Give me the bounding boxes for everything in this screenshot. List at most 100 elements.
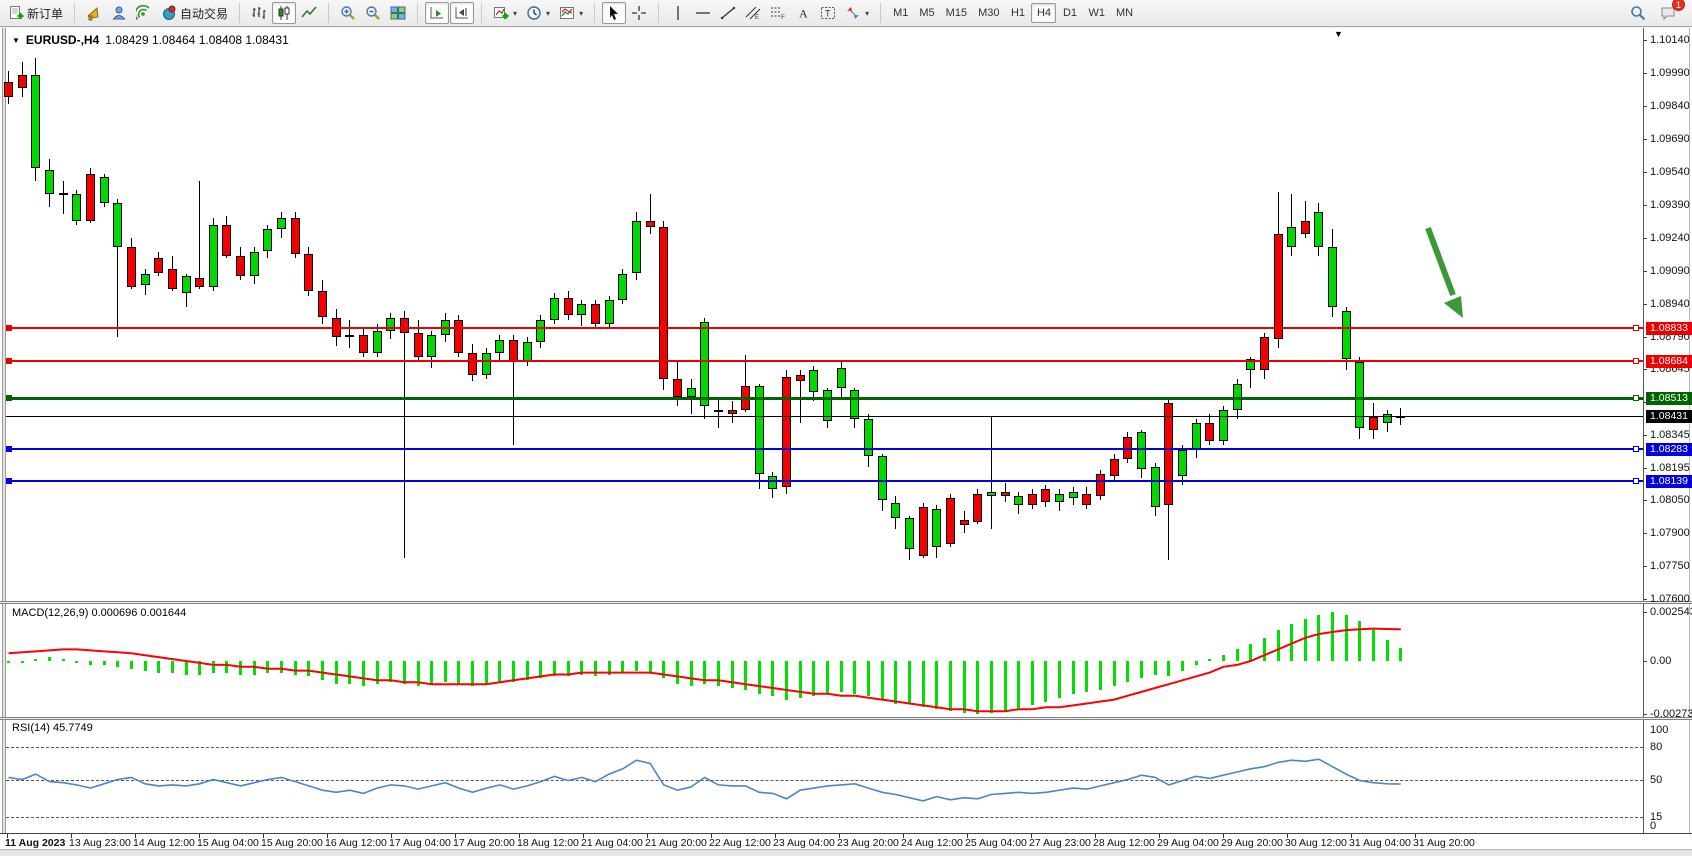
text-button[interactable]: A <box>791 2 815 24</box>
fibonacci-button[interactable]: F <box>766 2 790 24</box>
macd-histogram-bar <box>566 661 570 677</box>
timeframe-button-M1[interactable]: M1 <box>893 7 909 19</box>
price-tick <box>1643 468 1647 469</box>
candle <box>563 297 573 316</box>
time-label: 22 Aug 12:00 <box>709 837 771 849</box>
periods-button[interactable]: ▾ <box>522 2 554 24</box>
timeframe-button-M30[interactable]: M30 <box>978 7 1000 19</box>
candle <box>645 220 655 228</box>
line-handle[interactable] <box>1633 358 1639 364</box>
chart-window[interactable] <box>0 28 1692 849</box>
auto-scroll-button[interactable] <box>425 2 450 24</box>
candle <box>1246 359 1256 371</box>
panel-separator[interactable] <box>0 601 1692 604</box>
candle <box>727 410 737 415</box>
chart-shift-button[interactable] <box>450 2 475 24</box>
horizontal-line-button[interactable] <box>691 2 715 24</box>
support-line-blue-2-label: 1.08139 <box>1646 475 1692 488</box>
macd-tick <box>1643 612 1647 613</box>
new-order-icon <box>8 5 24 21</box>
line-handle[interactable] <box>6 395 12 401</box>
chart-menu-icon[interactable]: ▼ <box>12 35 20 45</box>
indicators-icon <box>493 5 509 21</box>
macd-histogram-bar <box>989 661 993 714</box>
time-tick <box>839 834 840 838</box>
resistance-line-1[interactable] <box>6 327 1643 329</box>
macd-histogram-bar <box>1112 661 1116 687</box>
time-tick <box>327 834 328 838</box>
trendline-button[interactable] <box>716 2 740 24</box>
candle <box>1123 436 1133 459</box>
support-line-blue-2[interactable] <box>6 480 1643 482</box>
line-handle[interactable] <box>1633 446 1639 452</box>
candle <box>1273 233 1283 340</box>
rsi-level-line <box>6 817 1643 818</box>
chart-shift-marker-icon[interactable]: ▼ <box>1334 29 1343 39</box>
support-line-blue-1-label: 1.08283 <box>1646 443 1692 456</box>
signals-button[interactable] <box>132 2 156 24</box>
crosshair-button[interactable] <box>627 2 651 24</box>
support-line-green[interactable] <box>6 397 1643 400</box>
timeframe-button-MN[interactable]: MN <box>1115 7 1134 19</box>
timeframe-button-H1[interactable]: H1 <box>1010 7 1025 19</box>
time-label: 29 Aug 20:00 <box>1221 837 1283 849</box>
candle <box>795 374 805 382</box>
candle <box>1232 383 1242 410</box>
candle <box>386 317 396 331</box>
candle <box>918 507 928 556</box>
line-handle[interactable] <box>6 325 12 331</box>
macd-histogram-bar <box>1194 661 1198 665</box>
macd-tick-label: 0.00 <box>1650 655 1672 667</box>
candle <box>1082 493 1092 505</box>
line-chart-button[interactable] <box>297 2 321 24</box>
candle <box>481 352 491 375</box>
macd-histogram-bar <box>662 661 666 679</box>
profile-button[interactable] <box>107 2 131 24</box>
tile-windows-button[interactable] <box>386 2 410 24</box>
linechart-icon <box>301 5 317 21</box>
macd-histogram-bar <box>1372 630 1375 661</box>
line-handle[interactable] <box>1633 478 1639 484</box>
line-handle[interactable] <box>1633 395 1639 401</box>
vertical-line-button[interactable] <box>666 2 690 24</box>
support-line-blue-1[interactable] <box>6 448 1643 450</box>
timeframe-button-H4[interactable]: H4 <box>1031 3 1057 23</box>
price-tick-label: 1.09990 <box>1650 67 1690 79</box>
timeframe-button-M5[interactable]: M5 <box>919 7 935 19</box>
label-button[interactable]: T <box>816 2 840 24</box>
zoom-out-button[interactable] <box>361 2 385 24</box>
zoom-in-button[interactable] <box>336 2 360 24</box>
line-handle[interactable] <box>6 358 12 364</box>
new-order-button[interactable]: 新订单 <box>4 2 67 24</box>
time-axis[interactable]: 11 Aug 2023 13 Aug 23:00 14 Aug 12:00 15 Au… <box>0 834 1692 849</box>
panel-separator[interactable] <box>0 717 1692 720</box>
time-tick <box>1159 834 1160 838</box>
line-handle[interactable] <box>6 446 12 452</box>
arrows-button[interactable]: ▾ <box>841 2 873 24</box>
indicators-button[interactable]: ▾ <box>489 2 521 24</box>
resistance-line-2[interactable] <box>6 360 1643 362</box>
megaphone-button[interactable] <box>82 2 106 24</box>
line-handle[interactable] <box>1633 325 1639 331</box>
timeframe-button-M15[interactable]: M15 <box>945 7 968 19</box>
timeframe-button-D1[interactable]: D1 <box>1062 7 1077 19</box>
candle <box>768 476 778 490</box>
resistance-line-1-label: 1.08833 <box>1646 322 1692 335</box>
macd-histogram-bar <box>1003 661 1007 712</box>
templates-button[interactable]: ▾ <box>555 2 587 24</box>
price-tick-label: 1.09540 <box>1650 166 1690 178</box>
chat-button[interactable]: 1 <box>1656 0 1685 24</box>
channel-button[interactable]: E <box>741 2 765 24</box>
search-button[interactable] <box>1626 2 1650 24</box>
current-price-line[interactable] <box>6 416 1643 417</box>
auto-trading-button[interactable]: 自动交易 <box>157 2 232 24</box>
line-handle[interactable] <box>6 478 12 484</box>
macd-histogram-bar <box>402 661 406 685</box>
timeframe-button-W1[interactable]: W1 <box>1088 7 1105 19</box>
macd-histogram-bar <box>484 661 488 685</box>
macd-histogram-bar <box>34 659 38 661</box>
bar-chart-button[interactable] <box>247 2 271 24</box>
cursor-button[interactable] <box>602 2 627 24</box>
candle-chart-button[interactable] <box>272 2 297 24</box>
candle-wick <box>717 396 719 428</box>
